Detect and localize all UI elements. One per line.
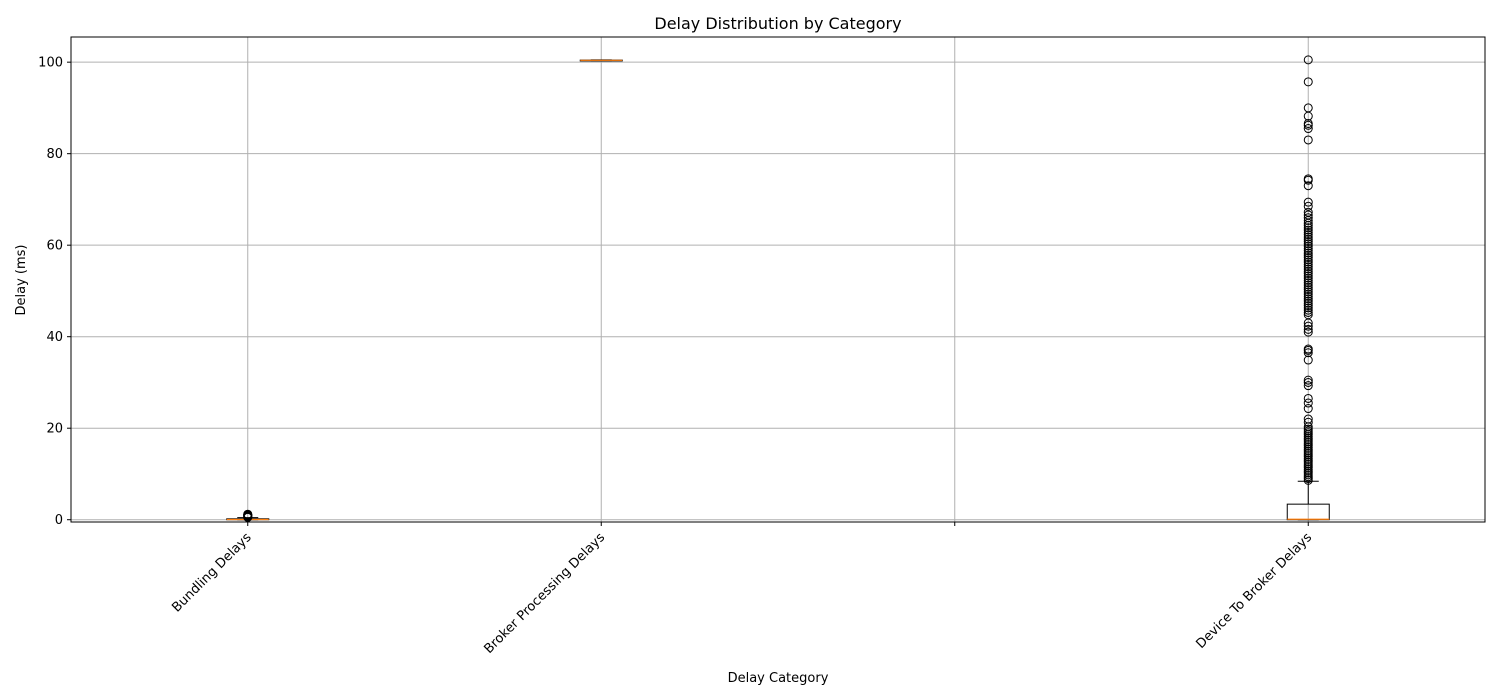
outlier-point	[1303, 232, 1313, 242]
outlier-point	[1303, 262, 1313, 272]
outlier-point	[1303, 324, 1313, 334]
outlier-point	[1303, 266, 1313, 276]
outlier-point	[1303, 124, 1313, 134]
y-tick-label: 40	[46, 330, 63, 345]
y-axis: 0 20 40 60 80 100	[38, 56, 71, 528]
x-tick-label: Device To Broker Delays	[1194, 530, 1316, 652]
outlier-point	[1303, 327, 1313, 337]
outlier-point	[1303, 201, 1313, 211]
outlier-point	[1303, 348, 1313, 358]
outlier-point	[1303, 280, 1313, 290]
outlier-point	[1303, 377, 1313, 387]
chart-title: Delay Distribution by Category	[654, 14, 901, 33]
outlier-point	[1303, 207, 1313, 217]
outlier-point	[1303, 241, 1313, 251]
outlier-point	[1303, 250, 1313, 260]
outlier-point	[1303, 321, 1313, 331]
outlier-point	[1303, 289, 1313, 299]
outlier-point	[1303, 398, 1313, 408]
outlier-point	[1303, 237, 1313, 247]
outlier-point	[1303, 307, 1313, 317]
y-tick-label: 20	[46, 422, 63, 437]
outlier-point	[1303, 55, 1313, 65]
grid-lines	[71, 37, 1485, 522]
outlier-point	[243, 509, 253, 519]
outlier-point	[1303, 393, 1313, 403]
outlier-point	[1303, 230, 1313, 240]
outlier-point	[1303, 118, 1313, 128]
outlier-point	[1303, 234, 1313, 244]
outlier-point	[1303, 301, 1313, 311]
outlier-point	[1303, 291, 1313, 301]
outlier-point	[1303, 135, 1313, 145]
box-device-to-broker-delays	[1286, 55, 1330, 521]
outlier-point	[1303, 381, 1313, 391]
outlier-point	[1303, 181, 1313, 191]
outlier-point	[1303, 239, 1313, 249]
outlier-point	[1303, 287, 1313, 297]
outlier-point	[1303, 424, 1313, 434]
outlier-point	[1303, 282, 1313, 292]
outlier-point	[1303, 296, 1313, 306]
outlier-point	[1303, 77, 1313, 87]
outlier-point	[1303, 269, 1313, 279]
outlier-point	[1303, 275, 1313, 285]
plot-area	[226, 55, 1330, 522]
outlier-point	[1303, 278, 1313, 288]
outlier-point	[1303, 227, 1313, 237]
outlier-point	[1303, 303, 1313, 313]
outlier-point	[1303, 225, 1313, 235]
outlier-point	[1303, 375, 1313, 385]
outlier-point	[1303, 310, 1313, 320]
outlier-point	[1303, 257, 1313, 267]
outlier-point	[1303, 248, 1313, 258]
outlier-point	[1303, 255, 1313, 265]
y-axis-label: Delay (ms)	[14, 245, 29, 316]
y-tick-label: 60	[46, 239, 63, 254]
outlier-point	[1303, 103, 1313, 113]
y-tick-label: 80	[46, 147, 63, 162]
outlier-point	[1303, 197, 1313, 207]
x-axis-label: Delay Category	[728, 671, 829, 686]
outlier-point	[1303, 417, 1313, 427]
outlier-point	[1303, 243, 1313, 253]
outlier-point	[1303, 404, 1313, 414]
x-tick-label: Bundling Delays	[169, 530, 254, 615]
outlier-point	[1303, 344, 1313, 354]
outlier-point	[1303, 298, 1313, 308]
outlier-point	[1303, 355, 1313, 365]
box-broker-processing-delays	[579, 59, 623, 62]
outlier-point	[1303, 259, 1313, 269]
outlier-point	[1303, 273, 1313, 283]
x-axis: Bundling Delays Broker Processing Delays D…	[169, 522, 1315, 657]
outlier-point	[1303, 294, 1313, 304]
y-tick-label: 100	[38, 56, 63, 71]
outlier-point	[1303, 285, 1313, 295]
outlier-point	[1303, 223, 1313, 233]
plot-frame	[70, 36, 1486, 523]
box-bundling-delays	[226, 509, 270, 522]
y-tick-label: 0	[55, 513, 63, 528]
outlier-point	[1303, 305, 1313, 315]
outlier-point	[1303, 174, 1313, 184]
outlier-point	[1303, 213, 1313, 223]
outlier-point	[1303, 264, 1313, 274]
outlier-point	[1303, 253, 1313, 263]
outlier-point	[1303, 414, 1313, 424]
outlier-point	[1303, 210, 1313, 220]
outlier-point	[1303, 246, 1313, 256]
outlier-point	[1303, 271, 1313, 281]
x-tick-label: Broker Processing Delays	[481, 530, 608, 657]
